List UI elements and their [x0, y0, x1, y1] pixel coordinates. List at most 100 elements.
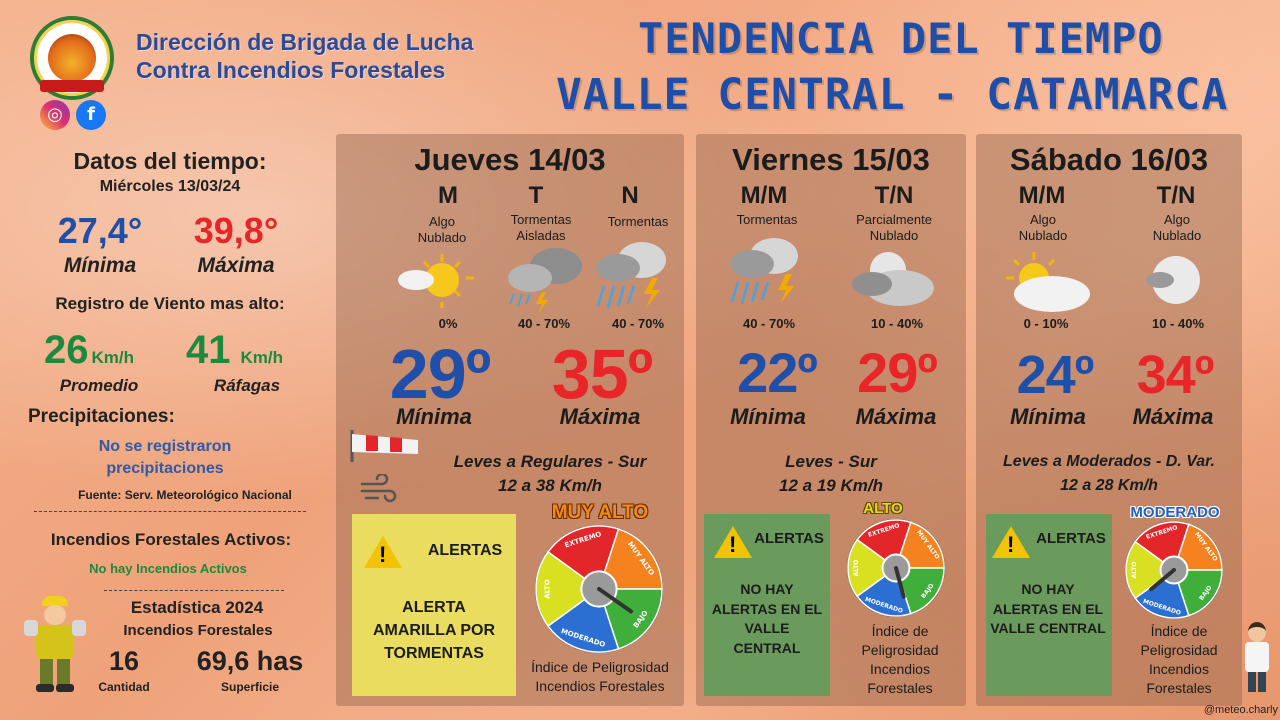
- alert-box: ALERTAS NO HAY ALERTAS EN EL VALLE CENTR…: [704, 514, 830, 696]
- meteorologist-avatar-icon: [1242, 622, 1272, 698]
- forecast-max-label: Máxima: [855, 404, 937, 429]
- fire-danger-level: ALTO: [863, 500, 903, 517]
- wind-average-unit: Km/h: [91, 348, 135, 367]
- forecast-min-label: Mínima: [396, 404, 472, 429]
- day-title: Sábado 16/03: [1009, 142, 1209, 177]
- forecast-max-label: Máxima: [1132, 404, 1214, 429]
- rain-probability: 40 - 70%: [611, 316, 665, 331]
- facebook-icon[interactable]: f: [76, 100, 106, 130]
- gauge-segment-muy-alto: [1172, 523, 1223, 571]
- gauge-needle: [1149, 568, 1176, 592]
- eagle-emblem-icon: [48, 34, 96, 82]
- period-condition: Tormentas Aisladas: [510, 212, 572, 243]
- rain-probability: 40 - 70%: [517, 316, 571, 331]
- wind-gust-unit: Km/h: [240, 348, 284, 367]
- divider: [34, 511, 306, 512]
- forecast-min-label: Mínima: [1010, 404, 1086, 429]
- wind-gust: 41 Km/h: [186, 328, 283, 373]
- period-condition: Parcialmente Nublado: [856, 212, 932, 243]
- gauge-segment-muy-alto: [894, 521, 945, 569]
- gauge-segment-alto: [847, 538, 898, 598]
- wind-average-label: Promedio: [59, 376, 139, 395]
- gauge-segment-alto: [1125, 540, 1176, 600]
- alert-title: ALERTAS: [754, 530, 824, 547]
- gauge-segment-bajo: [894, 567, 945, 615]
- warning-icon: [364, 536, 402, 568]
- active-fires-status: No hay Incendios Activos: [89, 561, 247, 576]
- period-label: N: [621, 182, 639, 209]
- wind-forecast: Leves a Regulares - Sur 12 a 38 Km/h: [420, 450, 680, 498]
- data-source: Fuente: Serv. Meteorológico Nacional: [78, 488, 292, 502]
- rain-probability: 40 - 70%: [742, 316, 796, 331]
- forecast-max-label: Máxima: [559, 404, 641, 429]
- precipitation-heading: Precipitaciones:: [28, 406, 175, 427]
- wind-direction-text: Leves - Sur: [785, 452, 877, 471]
- wind-icon: [360, 474, 397, 503]
- firefighter-mascot-icon: [22, 596, 88, 694]
- thunderstorm-icon: [730, 238, 798, 305]
- period-condition: Tormentas: [607, 214, 669, 229]
- gauge-segment-bajo: [597, 588, 663, 650]
- day-title: Jueves 14/03: [414, 142, 606, 177]
- period-label: T/N: [874, 182, 914, 209]
- wind-speed-text: 12 a 28 Km/h: [1060, 477, 1158, 494]
- observed-max-temp: 39,8°: [193, 210, 279, 251]
- period-label: T: [528, 182, 544, 209]
- alert-title: ALERTAS: [427, 542, 503, 559]
- author-credit: @meteo.charly: [1203, 704, 1278, 716]
- rain-probability: 10 - 40%: [870, 316, 924, 331]
- rain-probability: 10 - 40%: [1151, 316, 1205, 331]
- page-title: TENDENCIA DEL TIEMPO: [638, 14, 1164, 63]
- weather-data-heading: Datos del tiempo:: [73, 148, 267, 174]
- alert-title: ALERTAS: [1036, 530, 1106, 547]
- period-label: T/N: [1156, 182, 1196, 209]
- period-condition: Algo Nublado: [1018, 212, 1068, 243]
- observed-min-temp: 27,4°: [57, 210, 143, 251]
- precipitation-line-1: No se registraron: [98, 438, 232, 455]
- gauge-needle: [894, 566, 906, 599]
- active-fires-heading: Incendios Forestales Activos:: [50, 530, 292, 549]
- forecast-max-temp: 35º: [551, 335, 653, 413]
- period-condition: Tormentas: [736, 212, 798, 227]
- rain-probability: 0%: [438, 316, 458, 331]
- forecast-max-temp: 34º: [1136, 345, 1215, 405]
- wind-direction-text: Leves a Moderados - D. Var.: [1003, 453, 1215, 470]
- org-line-1: Dirección de Brigada de Lucha: [136, 29, 474, 55]
- forecast-min-temp: 24º: [1016, 345, 1095, 405]
- organization-name: Dirección de Brigada de Lucha Contra Inc…: [136, 28, 473, 84]
- statistics-title: Estadística 2024: [130, 598, 264, 617]
- observed-max-label: Máxima: [197, 254, 275, 277]
- forecast-min-label: Mínima: [730, 404, 806, 429]
- period-condition: Algo Nublado: [1152, 212, 1202, 243]
- wind-forecast: Leves - Sur 12 a 19 Km/h: [696, 450, 966, 498]
- wind-gust-label: Ráfagas: [213, 376, 281, 395]
- wind-average: 26 Km/h: [44, 328, 134, 373]
- weather-data-date: Miércoles 13/03/24: [99, 178, 241, 195]
- alert-box: ALERTAS NO HAY ALERTAS EN EL VALLE CENTR…: [986, 514, 1112, 696]
- day-title: Viernes 15/03: [732, 142, 930, 177]
- forecast-min-temp: 29º: [389, 335, 491, 413]
- warning-icon: [714, 526, 752, 558]
- wind-forecast: Leves a Moderados - D. Var. 12 a 28 Km/h: [976, 450, 1242, 498]
- thunderstorm-icon: [596, 242, 666, 309]
- period-label: M/M: [1018, 182, 1066, 209]
- burned-area-label: Superficie: [220, 680, 280, 694]
- gauge-segment-bajo: [1172, 569, 1223, 617]
- cloudy-night-icon: [852, 252, 934, 306]
- observed-min-label: Mínima: [63, 254, 137, 277]
- instagram-icon[interactable]: ◎: [40, 100, 70, 130]
- logo-banner: [40, 80, 104, 92]
- fire-danger-index-label: Índice de Peligrosidad Incendios Foresta…: [861, 623, 939, 696]
- gauge-segment-alto: [535, 550, 601, 628]
- org-line-2: Contra Incendios Forestales: [136, 57, 446, 83]
- fire-count-label: Cantidad: [98, 680, 150, 694]
- wind-gust-value: 41: [186, 328, 231, 372]
- period-label: M: [438, 182, 458, 209]
- wind-speed-text: 12 a 38 Km/h: [498, 476, 602, 495]
- forecast-max-temp: 29º: [857, 341, 938, 404]
- divider: [104, 590, 284, 591]
- period-label: M/M: [740, 182, 788, 209]
- thunderstorm-icon: [508, 248, 582, 314]
